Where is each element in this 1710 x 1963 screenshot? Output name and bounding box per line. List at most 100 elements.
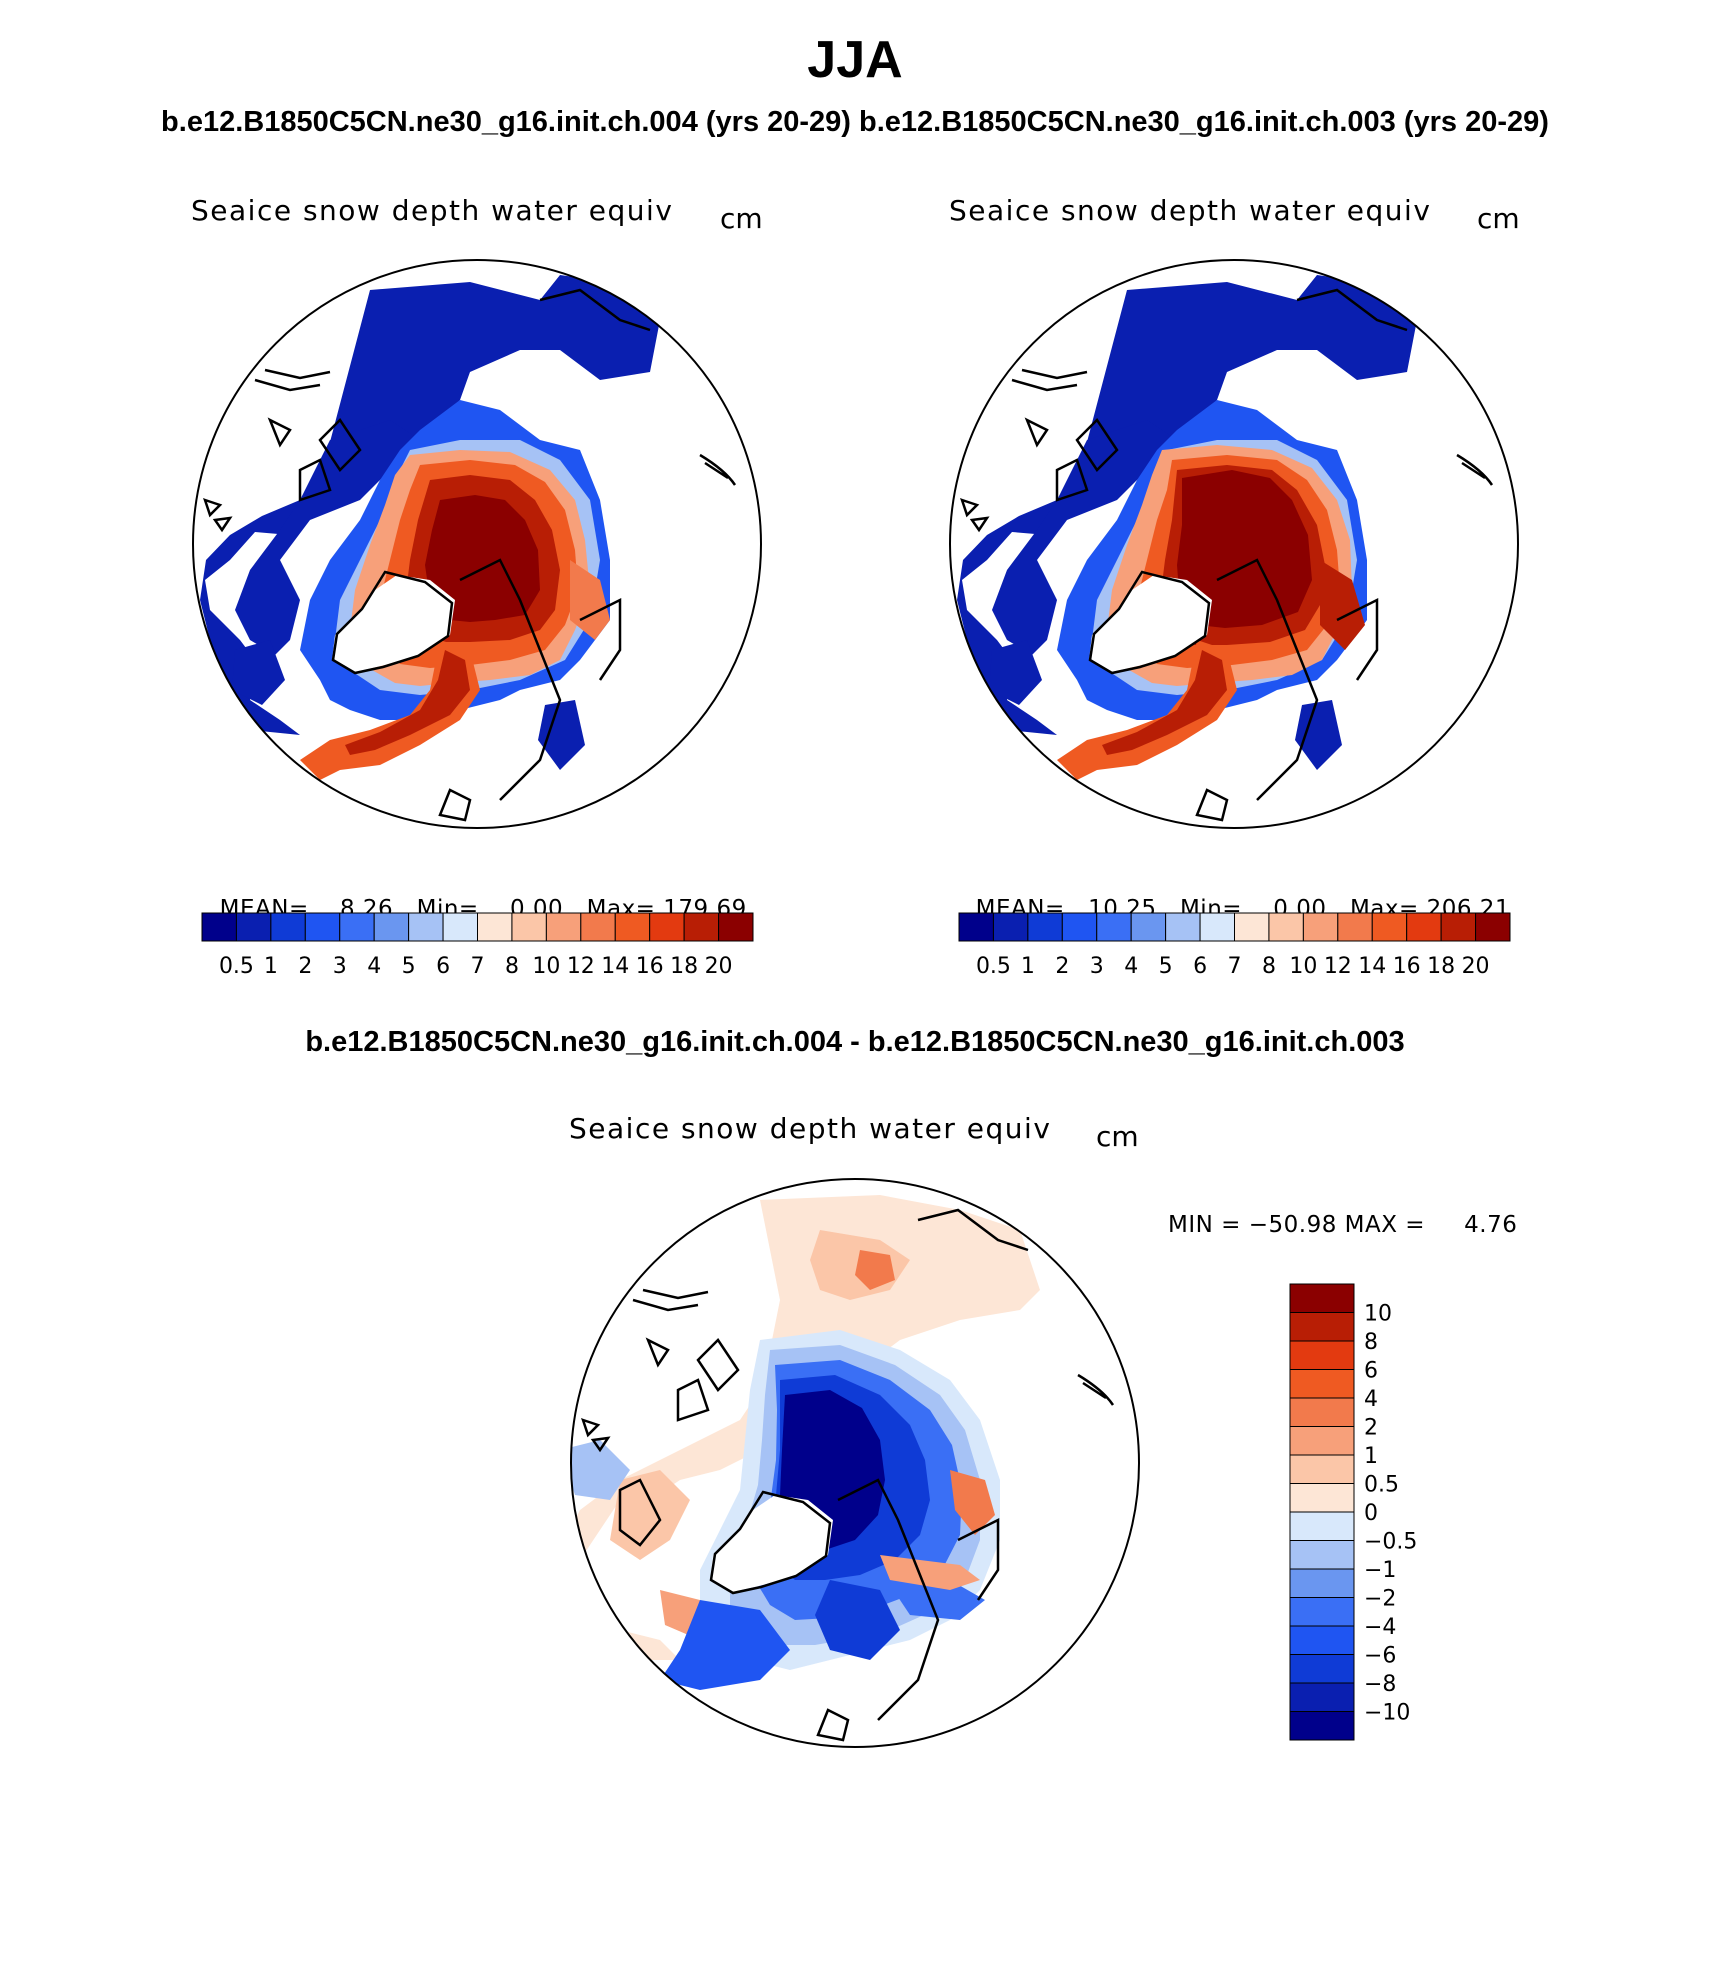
panel1-colorbar-tick-label: 18 — [670, 954, 698, 979]
panel2-colorbar-tick-label: 2 — [1055, 954, 1069, 979]
panel1-colorbar-tick-label: 16 — [636, 954, 664, 979]
panel1-colorbar-swatch — [408, 912, 444, 942]
panel2-map — [949, 259, 1519, 829]
panel3-colorbar-tick-label: −8 — [1364, 1672, 1396, 1697]
panel3-colorbar-tick-label: 8 — [1364, 1330, 1378, 1355]
panel1-colorbar-tick-label: 14 — [601, 954, 629, 979]
panel1-colorbar-swatch — [614, 912, 651, 942]
panel2-colorbar-tick-label: 18 — [1427, 954, 1455, 979]
panel1-colorbar: 0.5 1 2 3 4 5 6 7 8 10 12 14 16 18 20 — [201, 912, 754, 979]
panel3-colorbar-tick-label: 6 — [1364, 1359, 1378, 1384]
figure-title: JJA — [807, 31, 903, 89]
panel3-colorbar-tick-label: −4 — [1364, 1615, 1396, 1640]
panel3-colorbar-swatch — [1289, 1312, 1355, 1342]
case-titles: b.e12.B1850C5CN.ne30_g16.init.ch.004 (yr… — [161, 106, 1549, 138]
panel2-map-boundary — [949, 259, 1519, 829]
panel3-colorbar-tick-label: −2 — [1364, 1587, 1396, 1612]
panel2-colorbar-tick-label: 16 — [1393, 954, 1421, 979]
panel2-colorbar-tick-label: 5 — [1159, 954, 1173, 979]
panel1-colorbar-swatch — [201, 912, 237, 942]
panel3-colorbar-tick-label: −0.5 — [1364, 1530, 1417, 1555]
panel1-colorbar-swatch — [683, 912, 720, 942]
panel2-colorbar-swatch — [1096, 912, 1132, 942]
panel2-colorbar-tick-label: 20 — [1462, 954, 1490, 979]
panel3-colorbar-swatch — [1289, 1540, 1355, 1570]
panel3-colorbar-swatch — [1289, 1597, 1355, 1627]
panel3-diff-field — [571, 1195, 1040, 1690]
panel3-colorbar-tick-label: 1 — [1364, 1444, 1378, 1469]
panel1-colorbar-tick-label: 1 — [264, 954, 278, 979]
panel2-units: cm — [1477, 202, 1520, 235]
panel2-colorbar-swatch — [1337, 912, 1373, 942]
panel1-colorbar-swatch — [580, 912, 616, 942]
panel3-colorbar-swatch — [1289, 1568, 1355, 1598]
panel2-colorbar-swatch — [1165, 912, 1201, 942]
panel1-coastlines — [203, 288, 737, 822]
panel2-colorbar: 0.5 1 2 3 4 5 6 7 8 10 12 14 16 18 20 — [958, 912, 1511, 979]
panel1-variable-label: Seaice snow depth water equiv — [191, 194, 674, 227]
panel2-colorbar-tick-label: 3 — [1090, 954, 1104, 979]
panel1-colorbar-tick-label: 10 — [532, 954, 560, 979]
panel2-colorbar-tick-label: 1 — [1021, 954, 1035, 979]
panel3-coastlines — [581, 1208, 1115, 1742]
panel2-coastlines — [960, 288, 1494, 822]
panel1-colorbar-swatch — [304, 912, 341, 942]
panel1-map — [192, 259, 762, 829]
panel1-colorbar-swatch — [235, 912, 272, 942]
panel3-colorbar-tick-label: 10 — [1364, 1302, 1392, 1327]
panel2-colorbar-swatch — [1440, 912, 1477, 942]
panel1-colorbar-swatch — [373, 912, 410, 942]
panel1-colorbar-tick-label: 20 — [705, 954, 733, 979]
panel1-colorbar-tick-label: 8 — [505, 954, 519, 979]
panel3-map — [570, 1178, 1140, 1748]
panel2-colorbar-tick-label: 14 — [1358, 954, 1386, 979]
panel3-colorbar-swatch — [1289, 1369, 1355, 1399]
panel1-colorbar-tick-label: 0.5 — [219, 954, 254, 979]
panel1-colorbar-swatch — [718, 912, 754, 942]
panel3-colorbar-swatch — [1289, 1426, 1355, 1456]
panel3-colorbar: 10 8 6 4 2 1 0.5 0 −0.5 −1 −2 −4 −6 −8 −10 — [1289, 1283, 1417, 1741]
panel3-colorbar-swatch — [1289, 1483, 1355, 1513]
panel2-colorbar-tick-label: 6 — [1193, 954, 1207, 979]
panel3-colorbar-tick-label: 0 — [1364, 1501, 1378, 1526]
panel1-colorbar-swatch — [511, 912, 547, 942]
panel2-colorbar-swatch — [1234, 912, 1270, 942]
panel2-colorbar-swatch — [958, 912, 994, 942]
panel2-colorbar-swatch — [1475, 912, 1511, 942]
panel3-colorbar-swatch — [1289, 1397, 1355, 1427]
panel3-colorbar-swatch — [1289, 1625, 1355, 1655]
panel3-colorbar-tick-label: 0.5 — [1364, 1473, 1399, 1498]
panel3-colorbar-swatch — [1289, 1340, 1355, 1370]
panel1-colorbar-swatch — [270, 912, 306, 942]
panel3-colorbar-tick-label: −6 — [1364, 1644, 1396, 1669]
panel2-variable-label: Seaice snow depth water equiv — [949, 194, 1432, 227]
panel2-colorbar-tick-label: 10 — [1289, 954, 1317, 979]
panel3-units: cm — [1096, 1120, 1139, 1153]
panel1-colorbar-swatch — [477, 912, 513, 942]
difference-title: b.e12.B1850C5CN.ne30_g16.init.ch.004 - b… — [305, 1026, 1405, 1058]
panel2-colorbar-swatch — [1199, 912, 1235, 942]
panel1-colorbar-swatch — [442, 912, 478, 942]
panel2-colorbar-tick-label: 4 — [1124, 954, 1138, 979]
panel3-colorbar-tick-label: 2 — [1364, 1416, 1378, 1441]
panel2-colorbar-swatch — [1027, 912, 1063, 942]
panel2-colorbar-swatch — [992, 912, 1029, 942]
panel3-colorbar-swatch — [1289, 1654, 1355, 1684]
panel1-units: cm — [720, 202, 763, 235]
panel2-colorbar-tick-label: 8 — [1262, 954, 1276, 979]
panel3-colorbar-swatch — [1289, 1682, 1355, 1712]
panel1-colorbar-swatch — [545, 912, 582, 942]
panel3-colorbar-tick-label: −1 — [1364, 1558, 1396, 1583]
panel1-colorbar-tick-label: 12 — [567, 954, 595, 979]
panel2-colorbar-tick-label: 7 — [1228, 954, 1242, 979]
panel1-colorbar-tick-label: 3 — [333, 954, 347, 979]
panel3-colorbar-tick-label: 4 — [1364, 1387, 1378, 1412]
panel1-colorbar-swatch — [339, 912, 375, 942]
panel1-colorbar-tick-label: 4 — [367, 954, 381, 979]
panel2-colorbar-swatch — [1061, 912, 1098, 942]
panel1-colorbar-tick-label: 7 — [471, 954, 485, 979]
panel2-colorbar-tick-label: 0.5 — [976, 954, 1011, 979]
panel1-colorbar-tick-label: 2 — [298, 954, 312, 979]
panel3-colorbar-tick-label: −10 — [1364, 1701, 1410, 1726]
